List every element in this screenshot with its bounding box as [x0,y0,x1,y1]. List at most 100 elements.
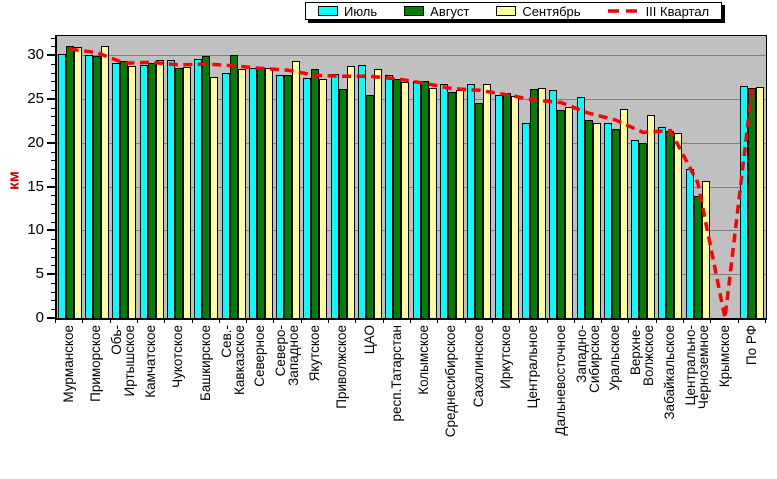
gridline [56,230,766,232]
x-axis-label: Мурманское [61,325,77,403]
x-axis-label: ЦАО [361,325,377,355]
legend-label-quarter: III Квартал [645,3,710,19]
x-axis-label: Сев.- Кавказское [218,325,247,395]
legend: Июль Август Сентябрь III Квартал [305,2,723,20]
x-axis-tick [519,318,521,323]
x-axis-label: Западно- Сибирское [573,325,602,393]
x-axis-tick [328,318,330,323]
x-axis-tick [710,318,712,323]
y-axis-minor-tick [51,90,55,92]
y-axis-tick-label: 20 [27,133,44,151]
y-axis-minor-tick [51,291,55,293]
plot-area [55,35,767,320]
gridline [56,274,766,276]
x-axis-label: Северное [252,325,268,387]
x-axis-label: Башкирское [197,325,213,401]
y-axis-tick [47,141,55,144]
gridline [56,55,766,57]
y-axis-minor-tick [51,125,55,127]
x-axis-label: По РФ [743,325,759,366]
x-axis-tick [164,318,166,323]
x-axis-label: Крымское [716,325,732,388]
x-axis-label: Забайкальское [661,325,677,420]
x-axis-label: Камчатское [143,325,159,398]
quarter-line [69,47,755,319]
x-axis-label: Иркутское [498,325,514,389]
dashed-line-icon [607,9,640,13]
y-axis-minor-tick [51,151,55,153]
x-axis-tick [601,318,603,323]
x-axis-label: респ.Татарстан [388,325,404,422]
y-axis-minor-tick [51,239,55,241]
y-axis-line [55,36,57,319]
y-axis-minor-tick [51,204,55,206]
y-axis-tick [47,185,55,188]
x-axis-tick [136,318,138,323]
x-axis-tick [737,318,739,323]
y-axis-minor-tick [51,72,55,74]
x-axis-tick [655,318,657,323]
y-axis-minor-tick [51,169,55,171]
x-axis-label: Чукотское [170,325,186,388]
x-axis-tick [191,318,193,323]
x-axis-label: Северо- Западное [273,325,302,386]
x-axis-tick [573,318,575,323]
y-axis-tick-label: 5 [35,265,44,283]
y-axis-minor-tick [51,37,55,39]
x-axis-label: Верхне- Волжское [628,325,657,386]
y-axis-minor-tick [51,81,55,83]
x-axis-tick [246,318,248,323]
y-axis-minor-tick [51,265,55,267]
x-axis-label: Дальневосточное [552,325,568,436]
y-axis-tick-label: 0 [35,309,44,326]
x-axis-tick [273,318,275,323]
y-axis-minor-tick [51,116,55,118]
y-axis-tick [47,317,55,319]
legend-item-quarter: III Квартал [607,3,710,19]
y-axis-minor-tick [51,212,55,214]
september-swatch-icon [496,6,517,16]
y-axis-minor-tick [51,63,55,65]
july-swatch-icon [318,6,338,16]
y-axis-minor-tick [51,46,55,48]
y-axis-minor-tick [51,134,55,135]
x-axis-label: Якутское [306,325,322,382]
x-axis-tick [218,318,220,323]
x-axis-label: Приморское [88,325,104,402]
x-axis-label: Колымское [416,325,432,395]
x-axis-label: Обь- Иртышское [109,325,138,397]
legend-label-september: Сентябрь [522,3,581,19]
legend-item-september: Сентябрь [496,3,581,19]
x-axis-tick [491,318,493,323]
y-axis-tick-label: 10 [27,221,44,239]
y-axis-tick [47,273,55,276]
x-axis-label: Среднесибирское [443,325,459,438]
x-axis-tick [355,318,357,323]
y-axis-minor-tick [51,300,55,302]
august-swatch-icon [404,6,425,16]
x-axis-tick [300,318,302,323]
y-axis-tick-label: 30 [27,46,44,64]
gridline [56,142,766,144]
x-axis-tick [410,318,411,323]
y-axis-minor-tick [51,221,55,223]
legend-label-august: Август [430,3,470,19]
x-axis-tick [765,318,766,323]
legend-item-august: Август [404,4,469,19]
x-axis-tick [437,318,439,323]
y-axis-minor-tick [51,195,55,197]
y-axis-minor-tick [51,309,55,311]
x-axis-label: Приволжское [334,325,350,409]
y-axis-minor-tick [51,107,55,109]
x-axis-label: Уральское [607,325,623,391]
x-axis-tick [464,318,466,323]
x-axis-tick [55,318,56,323]
y-axis-minor-tick [51,256,55,258]
x-axis-label: Центрально- Черноземное [682,325,711,410]
x-axis-tick [109,318,111,323]
x-axis-tick [82,318,84,323]
legend-label-july: Июль [344,3,378,19]
quarter-line-svg [69,47,755,319]
y-axis-minor-tick [51,247,55,249]
